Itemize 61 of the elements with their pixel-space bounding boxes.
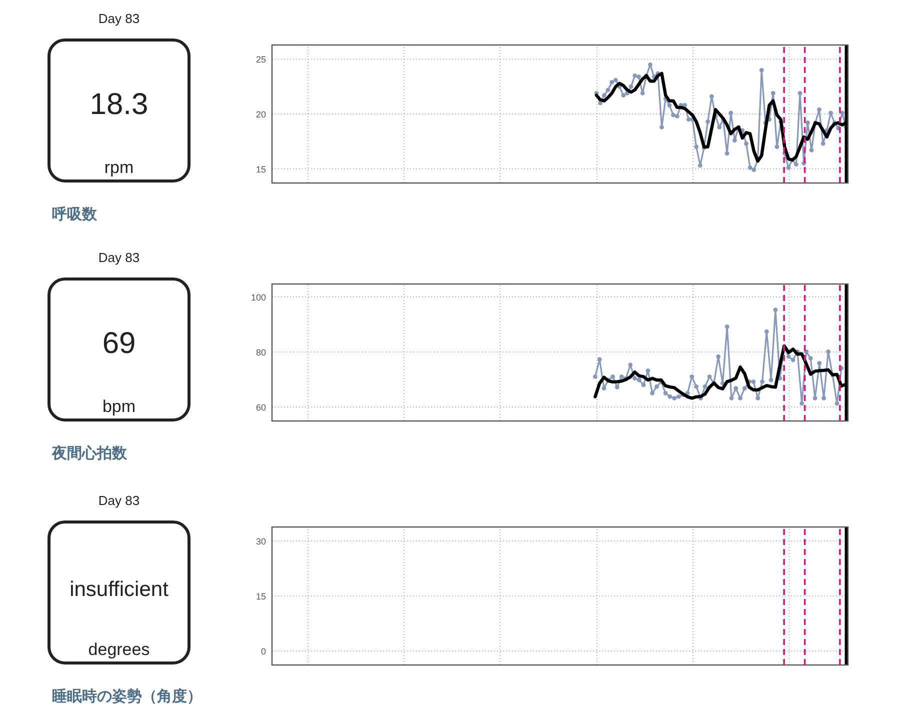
text: bpm (102, 397, 136, 416)
point (694, 384, 699, 389)
point (650, 391, 655, 396)
y-tick-label: 15 (256, 592, 266, 602)
point (707, 374, 712, 379)
point (742, 386, 747, 390)
text: 睡眠時の姿勢（角度） (52, 687, 202, 705)
text: degrees (88, 640, 150, 659)
text: 呼吸数 (52, 206, 98, 223)
point (632, 376, 637, 381)
point (663, 391, 668, 396)
point (702, 384, 708, 389)
y-tick-label: 25 (256, 54, 266, 65)
point (812, 396, 818, 400)
point (834, 401, 840, 406)
point (610, 374, 615, 379)
y-tick-label: 100 (250, 292, 266, 302)
point (790, 358, 796, 362)
point (676, 394, 681, 399)
point (808, 356, 813, 360)
point (641, 382, 646, 388)
text: Day 83 (98, 250, 140, 265)
point (592, 374, 598, 379)
point (654, 384, 659, 389)
point (597, 357, 602, 362)
y-tick-label: 15 (256, 164, 266, 174)
point (751, 379, 756, 384)
point (756, 396, 760, 400)
text: 夜間心拍数 (51, 444, 128, 462)
point (729, 396, 734, 400)
point (764, 329, 769, 334)
point (646, 368, 650, 373)
text: rpm (104, 158, 134, 177)
point (822, 396, 826, 400)
point (668, 394, 672, 399)
point (773, 308, 778, 312)
point (768, 378, 774, 382)
point (760, 379, 764, 384)
y-tick-label: 60 (256, 402, 266, 412)
point (786, 354, 791, 359)
text: Day 83 (98, 493, 140, 508)
point (672, 396, 677, 400)
y-tick-label: 0 (260, 646, 266, 657)
point (734, 386, 738, 390)
y-tick-label: 30 (256, 536, 266, 546)
point (619, 374, 624, 379)
point (817, 361, 822, 366)
point (804, 349, 808, 354)
point (602, 386, 606, 390)
y-tick-label: 80 (256, 347, 266, 358)
point (800, 401, 804, 406)
point (716, 354, 720, 359)
point (826, 349, 830, 354)
point (724, 324, 730, 329)
y-tick-label: 20 (256, 110, 266, 120)
text: 69 (102, 327, 136, 360)
text: 18.3 (90, 88, 148, 121)
point (690, 374, 694, 379)
point (636, 378, 642, 382)
text: insufficient (70, 578, 169, 601)
text: Day 83 (98, 11, 140, 26)
